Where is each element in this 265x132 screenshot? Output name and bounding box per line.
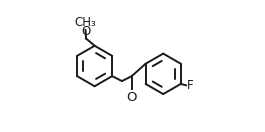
Text: F: F [187, 79, 193, 92]
Text: O: O [82, 25, 91, 38]
Text: O: O [126, 91, 137, 104]
Text: CH₃: CH₃ [75, 16, 96, 29]
